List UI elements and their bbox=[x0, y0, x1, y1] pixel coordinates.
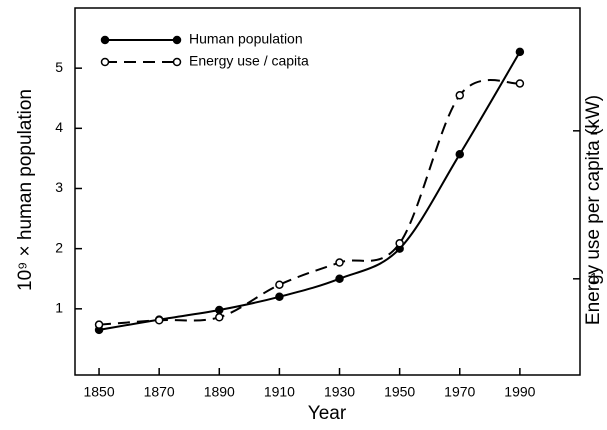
legend-text: Energy use / capita bbox=[189, 53, 309, 69]
y-tick-label: 3 bbox=[55, 179, 63, 195]
data-point bbox=[515, 47, 525, 57]
x-tick-label: 1990 bbox=[504, 384, 535, 400]
data-point bbox=[455, 91, 465, 100]
legend-marker bbox=[172, 57, 182, 67]
data-point bbox=[215, 313, 224, 322]
x-axis-title: Year bbox=[308, 403, 347, 424]
data-point bbox=[335, 258, 344, 267]
data-point bbox=[335, 274, 344, 283]
data-point bbox=[455, 149, 465, 159]
y-tick-label: 2 bbox=[55, 239, 63, 255]
y-axis-title: 10⁹ × human population bbox=[15, 89, 36, 291]
legend-marker bbox=[100, 57, 110, 67]
data-point bbox=[94, 320, 104, 329]
x-tick-label: 1850 bbox=[83, 384, 114, 400]
data-point bbox=[515, 79, 525, 88]
data-point bbox=[395, 239, 404, 248]
y2-axis-title: Energy use per capita (kW) bbox=[583, 95, 604, 325]
plot-frame bbox=[74, 7, 581, 376]
x-tick-label: 1950 bbox=[384, 384, 415, 400]
x-tick-label: 1930 bbox=[324, 384, 355, 400]
x-tick-label: 1970 bbox=[444, 384, 475, 400]
x-tick-label: 1870 bbox=[144, 384, 175, 400]
y-tick-label: 1 bbox=[55, 300, 63, 316]
data-point bbox=[154, 315, 164, 325]
y-tick-label: 4 bbox=[55, 119, 63, 135]
data-point bbox=[275, 292, 284, 302]
legend-text: Human population bbox=[189, 31, 303, 47]
y2-tick-label: 1 bbox=[590, 270, 598, 286]
legend-marker bbox=[100, 35, 110, 45]
x-tick-label: 1890 bbox=[204, 384, 235, 400]
series-line bbox=[98, 79, 521, 326]
data-point bbox=[275, 280, 284, 289]
data-point bbox=[215, 305, 224, 315]
legend-marker bbox=[172, 35, 182, 45]
y-tick-label: 5 bbox=[55, 59, 63, 75]
x-tick-label: 1910 bbox=[264, 384, 295, 400]
y2-tick-label: 2 bbox=[590, 122, 598, 138]
